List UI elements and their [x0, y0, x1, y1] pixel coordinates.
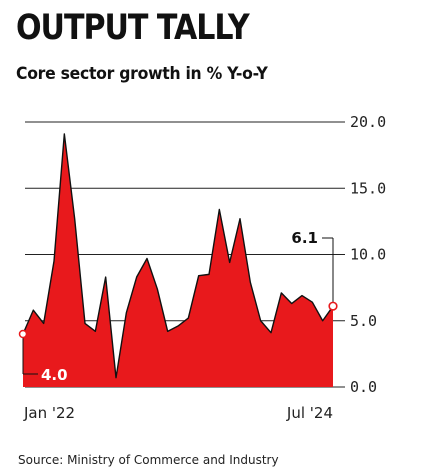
y-tick-label: 10.0 [350, 246, 386, 264]
start-point-marker [18, 329, 28, 339]
y-axis-ticks: 0.0 5.0 10.0 15.0 20.0 [350, 113, 386, 396]
annotation-end-label: 6.1 [291, 229, 318, 247]
end-point-marker [328, 301, 338, 311]
chart-title: OUTPUT TALLY [16, 8, 250, 48]
annotation-start-label: 4.0 [41, 366, 68, 384]
series-line [22, 133, 334, 379]
y-tick-label: 15.0 [350, 179, 386, 197]
annotations: 4.0 6.1 [18, 229, 338, 384]
area-series [22, 133, 334, 387]
y-tick-label: 20.0 [350, 113, 386, 131]
area-fill [23, 133, 333, 387]
x-tick-label-start: Jan '22 [23, 404, 75, 422]
y-tick-label: 0.0 [350, 378, 377, 396]
y-tick-label: 5.0 [350, 312, 377, 330]
x-axis-labels: Jan '22 Jul '24 [23, 404, 333, 422]
source-note: Source: Ministry of Commerce and Industr… [18, 453, 279, 467]
x-tick-label-end: Jul '24 [286, 404, 333, 422]
chart-subtitle: Core sector growth in % Y-o-Y [16, 64, 268, 84]
